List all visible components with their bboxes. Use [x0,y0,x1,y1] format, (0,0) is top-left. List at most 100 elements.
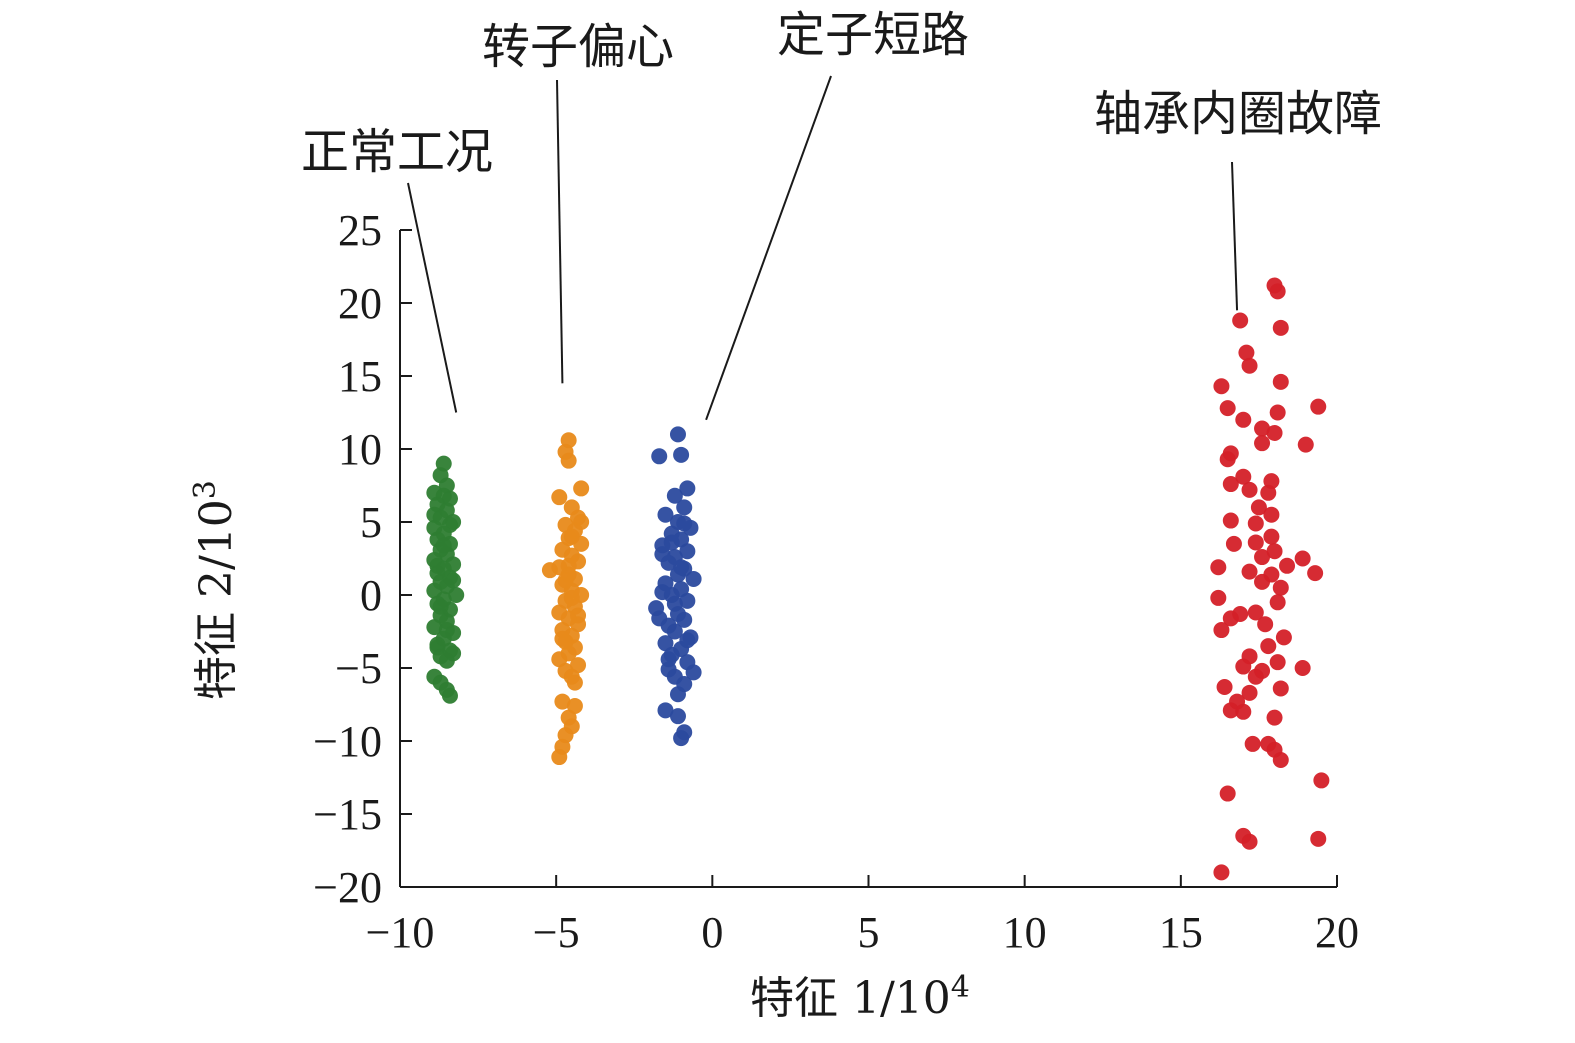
data-point [1254,549,1271,566]
data-point [679,632,696,649]
data-point [1210,559,1227,576]
data-point [441,687,458,704]
data-point [1247,515,1264,532]
data-point [1266,709,1283,726]
data-point [560,557,577,574]
y-tick-label: 5 [360,498,382,547]
data-point [1257,616,1274,633]
y-tick-label: −20 [313,863,382,912]
data-point [1222,610,1239,627]
data-point [563,589,580,606]
data-point [429,557,446,574]
data-point [445,645,462,662]
data-point [426,506,443,523]
data-point [679,592,696,609]
series-2 [648,426,702,747]
data-point [1241,833,1258,850]
y-axis-title: 特征 2/103 [188,480,242,700]
data-point [1294,550,1311,567]
data-point [660,651,677,668]
data-point [1269,283,1286,300]
data-point [1241,684,1258,701]
y-tick-label: 20 [338,279,382,328]
data-point [566,697,583,714]
data-point [570,657,587,674]
data-point [1235,411,1252,428]
data-point [1250,499,1267,516]
data-point [1260,638,1277,655]
data-point [1210,589,1227,606]
data-point [566,674,583,691]
data-point [1272,579,1289,596]
data-point [685,570,702,587]
data-point [1232,312,1249,329]
data-point [1216,678,1233,695]
data-point [1254,435,1271,452]
data-point [1313,772,1330,789]
data-point [563,528,580,545]
series-3 [1210,277,1330,881]
data-point [551,489,568,506]
data-point [1235,703,1252,720]
data-point [673,730,690,747]
data-point [673,559,690,576]
x-axis-title: 特征 1/104 [750,970,970,1024]
y-tick-label: 15 [338,352,382,401]
data-point [445,572,462,589]
data-point [1269,594,1286,611]
y-tick-label: −15 [313,790,382,839]
data-point [1269,404,1286,421]
data-point [666,487,683,504]
data-point [673,446,690,463]
y-tick-label: −5 [335,644,382,693]
data-point [429,639,446,656]
data-point [1213,378,1230,395]
data-point [573,514,590,530]
data-point [435,537,452,554]
data-point [1307,565,1324,582]
leader-line [556,79,564,384]
data-point [441,516,458,533]
data-point [541,562,558,579]
x-tick-label: −5 [533,908,580,957]
data-point [554,693,571,710]
data-point [1247,604,1264,621]
data-point [1254,420,1271,437]
y-tick-label: −10 [313,717,382,766]
data-point [1272,319,1289,336]
data-point [426,619,443,636]
data-point [1263,528,1280,545]
series-callout-label: 轴承内圈故障 [1094,86,1382,142]
data-point [1279,557,1296,574]
data-point [432,598,449,615]
data-point [1244,735,1261,752]
data-point [1235,468,1252,485]
data-point [1266,424,1283,441]
data-point [676,499,693,516]
data-point [1235,658,1252,675]
y-tick-label: 10 [338,425,382,474]
data-point [657,635,674,652]
series-callout-label: 定子短路 [777,7,969,63]
data-point [560,452,577,469]
data-point [654,584,671,601]
data-point [1219,400,1236,417]
data-point [570,607,587,624]
data-point [1272,680,1289,697]
data-point [669,686,686,703]
data-point [1238,344,1255,361]
data-point [676,515,693,532]
data-point [1222,512,1239,529]
data-point [651,610,668,627]
x-tick-label: 20 [1315,908,1359,957]
data-point [573,480,590,497]
data-point [438,622,455,639]
data-point [1247,534,1264,551]
data-point [1294,660,1311,676]
leader-line [705,75,832,421]
data-point [1222,476,1239,493]
data-point [669,708,686,725]
data-point [1275,629,1292,646]
series-1 [541,432,590,766]
